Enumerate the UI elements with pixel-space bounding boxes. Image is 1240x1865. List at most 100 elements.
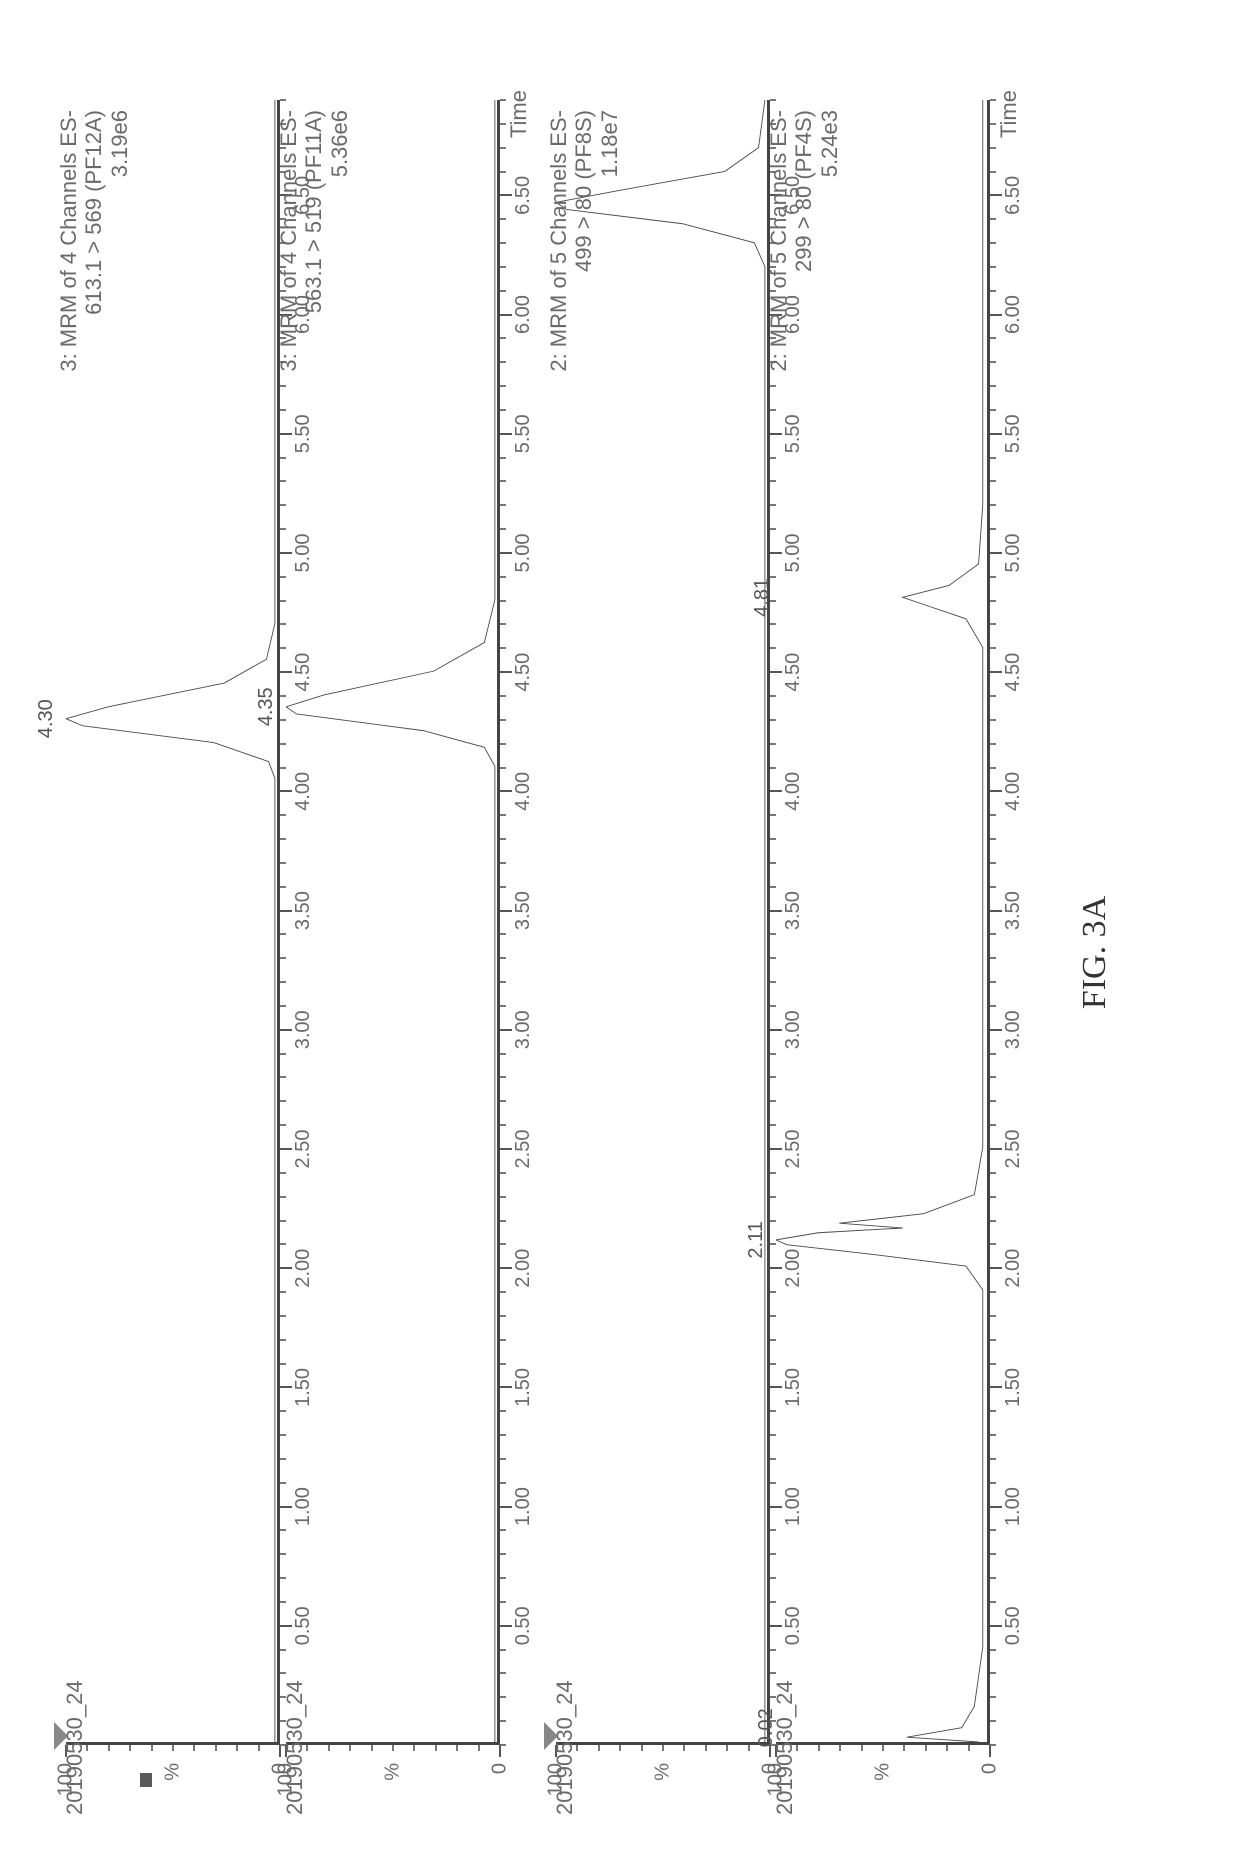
x-tick-mark	[990, 1625, 1002, 1627]
x-minor-tick	[990, 1196, 996, 1198]
x-minor-tick	[500, 576, 506, 578]
x-minor-tick	[500, 385, 506, 387]
rotated-page: 20190530_243: MRM of 4 Channels ES-613.1…	[0, 0, 1240, 1865]
x-minor-tick	[500, 1100, 506, 1102]
y-tick-mark	[989, 1745, 991, 1757]
peak-label: 4.81	[751, 578, 774, 617]
x-minor-tick	[500, 337, 506, 339]
x-tick-mark	[500, 1506, 512, 1508]
x-tick-label: 3.50	[512, 891, 535, 930]
y-axis: 0100%	[66, 1745, 280, 1805]
x-minor-tick	[500, 266, 506, 268]
x-minor-tick	[500, 957, 506, 959]
y-minor-tick	[861, 1745, 863, 1751]
x-minor-tick	[990, 361, 996, 363]
x-minor-tick	[990, 242, 996, 244]
x-minor-tick	[500, 1363, 506, 1365]
x-tick-mark	[990, 1029, 1002, 1031]
x-minor-tick	[990, 1434, 996, 1436]
x-minor-tick	[990, 1100, 996, 1102]
x-tick-mark	[500, 1267, 512, 1269]
x-tick-mark	[990, 790, 1002, 792]
y-percent-label: %	[162, 1763, 185, 1781]
x-minor-tick	[990, 528, 996, 530]
x-minor-tick	[500, 1196, 506, 1198]
x-tick-mark	[990, 1506, 1002, 1508]
x-tick-label: 4.00	[1002, 772, 1025, 811]
x-minor-tick	[990, 1076, 996, 1078]
chart-group-bottom: 20190530_242: MRM of 5 Channels ES-499 >…	[550, 100, 1026, 1805]
y-minor-tick	[903, 1745, 905, 1751]
x-minor-tick	[500, 1315, 506, 1317]
x-minor-tick	[990, 624, 996, 626]
transition-label: 613.1 > 569 (PF12A)	[81, 110, 106, 372]
x-minor-tick	[500, 147, 506, 149]
x-tick-mark	[500, 194, 512, 196]
x-minor-tick	[500, 1124, 506, 1126]
x-minor-tick	[500, 218, 506, 220]
x-tick-label: 5.50	[1002, 414, 1025, 453]
y-minor-tick	[236, 1745, 238, 1751]
x-tick-label: 6.50	[512, 176, 535, 215]
x-tick-mark	[500, 433, 512, 435]
y-minor-tick	[215, 1745, 217, 1751]
y-minor-tick	[726, 1745, 728, 1751]
intensity-label: 3.19e6	[107, 110, 132, 372]
x-tick-label: 2.00	[1002, 1249, 1025, 1288]
x-minor-tick	[500, 719, 506, 721]
mrm-channel-label: 2: MRM of 5 Channels ES-	[546, 110, 571, 372]
x-tick-label: 5.00	[1002, 534, 1025, 573]
x-minor-tick	[990, 767, 996, 769]
x-minor-tick	[990, 838, 996, 840]
x-minor-tick	[990, 266, 996, 268]
y-percent-label: %	[872, 1763, 895, 1781]
x-tick-mark	[990, 552, 1002, 554]
x-tick-mark	[500, 314, 512, 316]
y-minor-tick	[839, 1745, 841, 1751]
sample-id-label: 20190530_24	[62, 1680, 88, 1815]
x-tick-mark	[990, 433, 1002, 435]
y-minor-tick	[435, 1745, 437, 1751]
x-minor-tick	[990, 218, 996, 220]
y-minor-tick	[641, 1745, 643, 1751]
x-minor-tick	[990, 1482, 996, 1484]
y-minor-tick	[705, 1745, 707, 1751]
y-minor-tick	[478, 1745, 480, 1751]
y-minor-tick	[371, 1745, 373, 1751]
x-tick-mark	[500, 910, 512, 912]
x-minor-tick	[990, 1577, 996, 1579]
x-minor-tick	[500, 1696, 506, 1698]
x-minor-tick	[500, 743, 506, 745]
transition-label: 299 > 80 (PF4S)	[791, 110, 816, 372]
x-minor-tick	[990, 1410, 996, 1412]
x-minor-tick	[990, 147, 996, 149]
peak-label: 4.35	[255, 687, 278, 726]
x-minor-tick	[990, 409, 996, 411]
x-minor-tick	[990, 814, 996, 816]
x-minor-tick	[990, 1529, 996, 1531]
x-tick-label: 2.00	[512, 1249, 535, 1288]
x-tick-mark	[990, 671, 1002, 673]
x-minor-tick	[990, 600, 996, 602]
x-tick-mark	[500, 1625, 512, 1627]
x-minor-tick	[500, 1672, 506, 1674]
peak-label: 4.30	[35, 699, 58, 738]
x-minor-tick	[990, 480, 996, 482]
y-axis: 0100%	[776, 1745, 990, 1805]
x-minor-tick	[500, 1243, 506, 1245]
x-minor-tick	[500, 1220, 506, 1222]
x-minor-tick	[500, 1553, 506, 1555]
y-axis: 0100%	[556, 1745, 770, 1805]
x-minor-tick	[990, 933, 996, 935]
x-minor-tick	[500, 1053, 506, 1055]
x-minor-tick	[990, 1339, 996, 1341]
y-minor-tick	[882, 1745, 884, 1751]
y-minor-tick	[108, 1745, 110, 1751]
y-minor-tick	[662, 1745, 664, 1751]
x-minor-tick	[500, 1291, 506, 1293]
x-tick-mark	[500, 671, 512, 673]
x-tick-mark	[500, 1029, 512, 1031]
mrm-channel-label: 2: MRM of 5 Channels ES-	[766, 110, 791, 372]
x-minor-tick	[990, 1720, 996, 1722]
peak-label: 2.11	[745, 1221, 768, 1258]
